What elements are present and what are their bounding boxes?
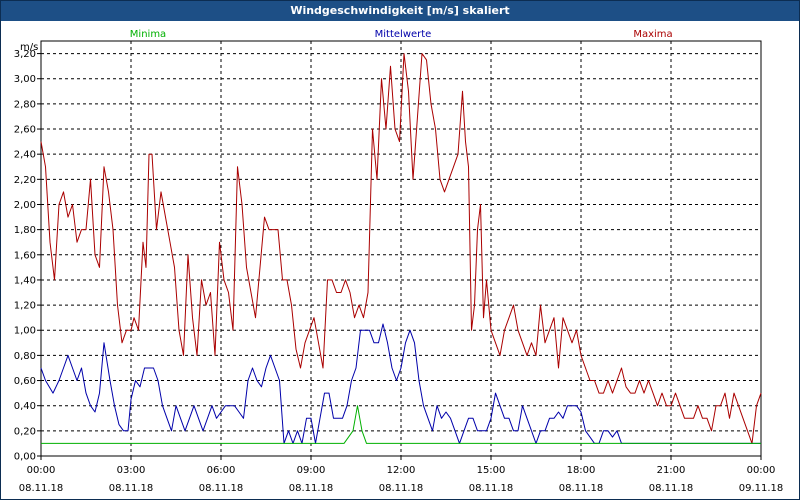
x-tick-date: 08.11.18 — [469, 483, 514, 494]
y-axis: 0,00 0,20 0,40 0,60 0,80 1,00 1,20 1,40 1,60 1,80… — [14, 42, 41, 463]
y-tick-label: 2,20 — [14, 175, 36, 186]
y-tick-label: 0,80 — [14, 351, 36, 362]
y-tick-label: 1,80 — [14, 225, 36, 236]
y-tick-label: 1,20 — [14, 301, 36, 312]
legend: Minima Mittelwerte Maxima — [130, 29, 673, 40]
x-tick-date: 08.11.18 — [109, 483, 154, 494]
x-tick-time: 03:00 — [117, 465, 146, 476]
x-tick-time: 21:00 — [657, 465, 686, 476]
y-tick-label: 3,00 — [14, 74, 36, 85]
legend-maxima: Maxima — [633, 29, 672, 40]
series-lines — [40, 53, 762, 444]
x-tick-date: 08.11.18 — [289, 483, 334, 494]
y-tick-label: 0,40 — [14, 401, 36, 412]
y-tick-label: 0,00 — [14, 452, 36, 463]
x-tick-date: 08.11.18 — [199, 483, 244, 494]
x-tick-date: 08.11.18 — [649, 483, 694, 494]
x-tick-time: 15:00 — [477, 465, 506, 476]
x-tick-time: 12:00 — [387, 465, 416, 476]
x-tick-date: 08.11.18 — [379, 483, 424, 494]
y-tick-label: 2,40 — [14, 150, 36, 161]
y-tick-label: 2,00 — [14, 200, 36, 211]
y-tick-label: 0,60 — [14, 376, 36, 387]
x-tick-time: 00:00 — [747, 465, 776, 476]
x-tick-time: 18:00 — [567, 465, 596, 476]
y-tick-label: 2,60 — [14, 125, 36, 136]
x-tick-date: 09.11.18 — [739, 483, 784, 494]
x-tick-time: 09:00 — [297, 465, 326, 476]
x-tick-time: 00:00 — [27, 465, 56, 476]
wind-speed-chart: 0,00 0,20 0,40 0,60 0,80 1,00 1,20 1,40 1,60 1,80… — [14, 29, 784, 494]
x-tick-time: 06:00 — [207, 465, 236, 476]
series-line-minima — [41, 405, 761, 444]
x-axis: 00:00 08.11.18 03:00 08.11.18 06:00 08.11.18 0… — [19, 456, 784, 494]
y-tick-label: 0,20 — [14, 426, 36, 437]
legend-mittelwerte: Mittelwerte — [375, 29, 432, 40]
y-tick-label: 1,00 — [14, 326, 36, 337]
series-line-maxima — [40, 53, 762, 444]
series-line-mittelwerte — [40, 323, 761, 444]
legend-minima: Minima — [130, 29, 166, 40]
y-tick-label: 3,20 — [14, 49, 36, 60]
grid — [41, 41, 761, 457]
y-tick-label: 2,80 — [14, 99, 36, 110]
y-tick-label: 1,60 — [14, 250, 36, 261]
y-tick-label: 1,40 — [14, 275, 36, 286]
x-tick-date: 08.11.18 — [19, 483, 64, 494]
chart-title: Windgeschwindigkeit [m/s] skaliert — [1, 1, 799, 21]
x-tick-date: 08.11.18 — [559, 483, 604, 494]
y-axis-label: m/s — [20, 42, 38, 53]
